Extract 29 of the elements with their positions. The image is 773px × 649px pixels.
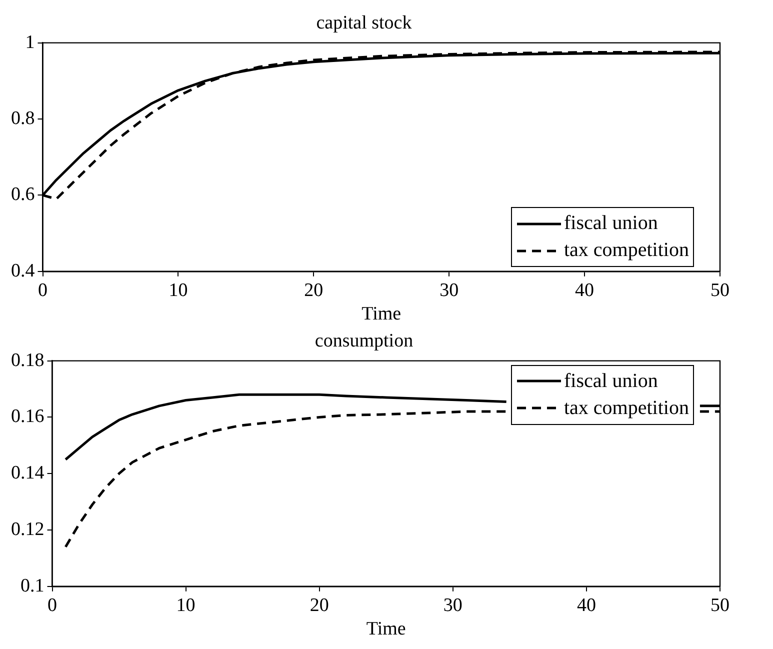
x-tick-label: 50 xyxy=(710,594,730,616)
y-tick-label: 0.6 xyxy=(11,184,35,206)
x-tick-label: 20 xyxy=(310,594,329,616)
x-tick-label: 0 xyxy=(48,594,57,616)
legend-label: fiscal union xyxy=(564,211,658,236)
chart-title: capital stock xyxy=(316,12,412,34)
x-tick-label: 0 xyxy=(38,280,48,301)
x-tick-label: 40 xyxy=(576,594,596,616)
x-tick-label: 10 xyxy=(176,594,196,616)
y-tick-label: 0.1 xyxy=(20,575,44,596)
legend-label: fiscal union xyxy=(564,368,658,394)
chart-title: consumption xyxy=(314,330,414,352)
x-tick-label: 50 xyxy=(710,280,730,301)
y-tick-label: 0.16 xyxy=(11,406,44,428)
y-tick-label: 1 xyxy=(25,32,35,53)
x-tick-label: 30 xyxy=(443,594,462,616)
y-tick-label: 0.4 xyxy=(11,260,36,282)
x-tick-label: 10 xyxy=(168,280,188,301)
series-label: tax competition xyxy=(564,396,689,421)
legend-label: tax competition xyxy=(564,238,689,264)
y-tick-label: 0.12 xyxy=(11,518,44,540)
x-tick-label: 20 xyxy=(304,280,324,301)
y-tick-label: 0.14 xyxy=(11,462,45,484)
x-tick-label: 30 xyxy=(440,280,459,301)
y-tick-label: 0.18 xyxy=(11,350,44,371)
x-axis-title: Time xyxy=(366,618,406,640)
y-tick-label: 0.8 xyxy=(11,108,35,129)
x-axis-title: Time xyxy=(362,304,402,325)
x-tick-label: 40 xyxy=(575,280,594,301)
